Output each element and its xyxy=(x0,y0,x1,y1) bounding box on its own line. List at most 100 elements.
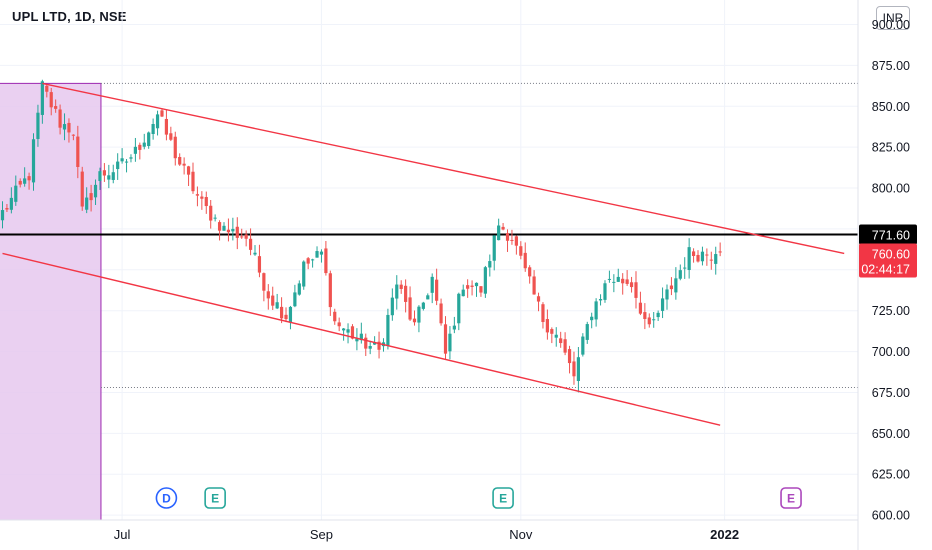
candle-body xyxy=(417,306,421,323)
candle-body xyxy=(528,267,532,277)
candle-body xyxy=(439,303,443,324)
candle-body xyxy=(147,132,151,147)
dividend-marker[interactable]: D xyxy=(155,487,178,509)
candle-body xyxy=(377,341,381,350)
candle-body xyxy=(244,234,248,239)
earnings-marker-1[interactable]: E xyxy=(204,487,226,509)
candle-body xyxy=(337,322,341,327)
candle-body xyxy=(603,283,607,300)
candle-body xyxy=(138,144,142,150)
candle-body xyxy=(275,302,279,309)
candle-body xyxy=(80,171,84,207)
candle-body xyxy=(253,252,257,255)
y-tick-label: 900.00 xyxy=(872,18,910,32)
candle-body xyxy=(9,197,13,210)
candle-body xyxy=(195,194,200,196)
candle-body xyxy=(217,222,222,231)
candle-body xyxy=(160,110,164,117)
candle-body xyxy=(678,270,682,279)
candle-body xyxy=(545,319,549,333)
candle-body xyxy=(563,339,567,353)
last-price-tag-bg xyxy=(859,243,917,278)
candle-body xyxy=(550,329,554,334)
candle-body xyxy=(235,226,239,238)
candle-body xyxy=(279,306,284,319)
candle-body xyxy=(297,283,301,295)
candle-body xyxy=(660,298,665,311)
candle-body xyxy=(364,337,368,349)
candle-body xyxy=(430,276,434,293)
candle-body xyxy=(536,296,541,302)
candle-body xyxy=(58,109,62,128)
y-tick-label: 800.00 xyxy=(872,182,910,196)
chart-axes: 900.00875.00850.00825.00800.00775.00750.… xyxy=(0,0,910,550)
earnings-marker-1-shape xyxy=(204,487,226,509)
candle-body xyxy=(585,324,589,340)
candle-body xyxy=(404,285,408,302)
resistance-level-tag-label: 771.60 xyxy=(872,228,910,242)
earnings-marker-future-shape xyxy=(780,487,802,509)
candle-body xyxy=(178,156,182,165)
candle-body xyxy=(23,178,27,184)
candle-body xyxy=(594,301,598,320)
candle-body xyxy=(519,246,523,256)
x-tick-label: 2022 xyxy=(710,527,739,542)
candle-body xyxy=(466,285,470,289)
earnings-marker-2[interactable]: E xyxy=(492,487,514,509)
trendline-upper[interactable] xyxy=(42,82,845,255)
candle-body xyxy=(31,139,36,183)
candle-body xyxy=(151,123,155,135)
earnings-marker-future-letter: E xyxy=(787,492,795,506)
trendline-lower[interactable] xyxy=(2,252,721,426)
resistance-level-tag-bg xyxy=(859,224,917,245)
candle-body xyxy=(497,225,501,241)
candle-body xyxy=(572,361,576,377)
y-tick-label: 725.00 xyxy=(872,304,910,318)
candle-body xyxy=(634,282,638,298)
candle-body xyxy=(200,196,204,199)
candle-body xyxy=(111,172,115,180)
y-tick-label: 825.00 xyxy=(872,141,910,155)
trend-channel[interactable] xyxy=(2,82,845,426)
candle-body xyxy=(607,278,612,280)
candle-body xyxy=(186,166,191,175)
candle-body xyxy=(656,312,660,318)
candle-body xyxy=(448,333,452,352)
candle-body xyxy=(514,236,518,246)
candle-body xyxy=(452,325,456,330)
candle-body xyxy=(67,122,71,133)
candle-body xyxy=(169,133,173,140)
candle-body xyxy=(231,228,235,232)
candle-body xyxy=(271,295,275,306)
candle-body xyxy=(62,124,67,130)
candle-body xyxy=(288,306,293,323)
candle-body xyxy=(683,267,687,269)
candle-body xyxy=(625,279,629,284)
earnings-marker-future[interactable]: E xyxy=(780,487,802,509)
candle-body xyxy=(705,254,709,256)
last-price-tag-label: 760.60 xyxy=(872,247,910,261)
candle-body xyxy=(311,259,315,261)
currency-button[interactable]: INR xyxy=(876,6,910,30)
candle-body xyxy=(71,134,75,136)
candle-body xyxy=(399,284,403,289)
candle-body xyxy=(14,185,18,202)
candle-body xyxy=(266,291,270,299)
candle-body xyxy=(76,136,80,167)
candle-body xyxy=(293,292,297,307)
candle-body xyxy=(284,314,288,320)
candle-body xyxy=(18,180,22,185)
candle-body xyxy=(262,273,266,291)
candle-body xyxy=(390,297,394,316)
earnings-marker-1-letter: E xyxy=(211,492,219,506)
candle-body xyxy=(426,295,430,300)
candle-body xyxy=(213,217,217,219)
candle-body xyxy=(133,146,137,154)
candle-body xyxy=(674,278,678,293)
candle-body xyxy=(559,338,563,344)
candle-body xyxy=(85,197,89,210)
candle-body xyxy=(319,251,324,255)
candle-body xyxy=(89,193,93,201)
